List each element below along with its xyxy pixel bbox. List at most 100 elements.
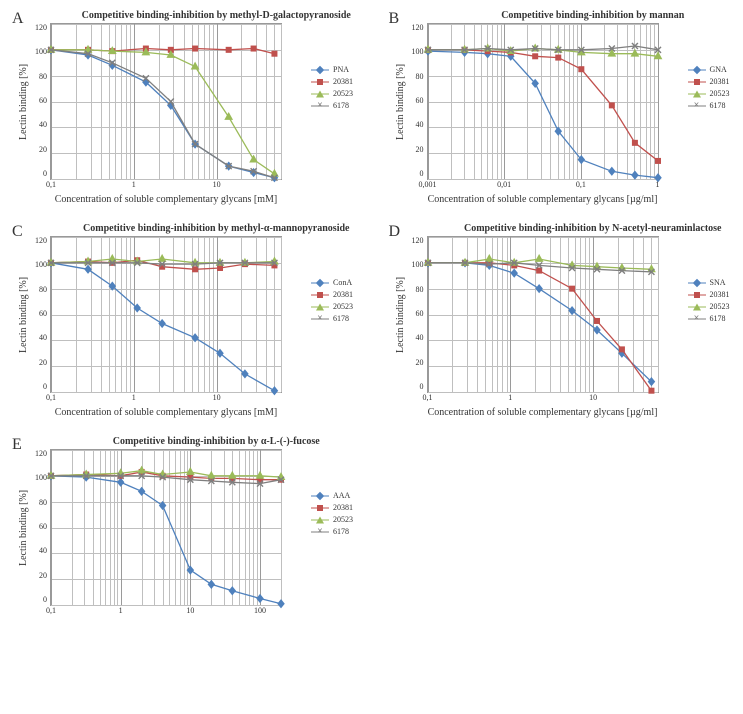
y-tick: 120 bbox=[406, 236, 424, 245]
y-tick: 60 bbox=[29, 96, 47, 105]
x-tick: 0,01 bbox=[497, 180, 511, 189]
x-tick: 1 bbox=[132, 180, 136, 189]
y-tick: 80 bbox=[406, 72, 424, 81]
x-ticks: 0,1110100 bbox=[51, 606, 281, 618]
legend-item: SNA bbox=[688, 277, 730, 289]
legend-item: GNA bbox=[688, 64, 730, 76]
y-tick: 0 bbox=[406, 169, 424, 178]
legend: SNA2038120523 × 6178 bbox=[688, 277, 730, 325]
legend-swatch bbox=[311, 66, 329, 74]
y-axis-label: Lectin binding [%] bbox=[393, 23, 406, 180]
legend-swatch bbox=[688, 279, 706, 287]
y-tick: 100 bbox=[29, 260, 47, 269]
legend: ConA2038120523×6178 bbox=[311, 277, 353, 325]
legend-label: GNA bbox=[710, 64, 727, 76]
legend: AAA2038120523×6178 bbox=[311, 490, 353, 538]
x-axis-label: Concentration of soluble complementary g… bbox=[428, 407, 658, 418]
y-tick: 80 bbox=[29, 72, 47, 81]
legend-item: ×6178 bbox=[688, 100, 730, 112]
legend-swatch: × bbox=[311, 102, 329, 110]
panel-a: ACompetitive binding-inhibition by methy… bbox=[10, 10, 377, 205]
legend: PNA2038120523×6178 bbox=[311, 64, 353, 112]
legend-item: 20381 bbox=[311, 289, 353, 301]
legend-swatch: × bbox=[311, 315, 329, 323]
y-tick: 0 bbox=[29, 382, 47, 391]
legend-label: 20381 bbox=[710, 289, 730, 301]
y-tick: 40 bbox=[29, 333, 47, 342]
y-tick: 40 bbox=[29, 546, 47, 555]
plot-area: AAA2038120523×6178 bbox=[50, 449, 282, 606]
y-tick: 120 bbox=[29, 236, 47, 245]
legend-label: PNA bbox=[333, 64, 349, 76]
x-tick: 1 bbox=[508, 393, 512, 402]
x-tick: 10 bbox=[186, 606, 194, 615]
x-tick: 10 bbox=[589, 393, 597, 402]
chart-title: Competitive binding-inhibition by α-L-(-… bbox=[56, 436, 377, 447]
y-tick: 60 bbox=[29, 309, 47, 318]
legend-item: × 6178 bbox=[688, 313, 730, 325]
x-tick: 10 bbox=[213, 393, 221, 402]
y-tick: 40 bbox=[406, 120, 424, 129]
panel-c: CCompetitive binding-inhibition by methy… bbox=[10, 223, 377, 418]
legend-label: 20381 bbox=[333, 289, 353, 301]
legend-label: 6178 bbox=[710, 313, 726, 325]
legend-swatch bbox=[311, 90, 329, 98]
y-tick: 80 bbox=[29, 498, 47, 507]
y-tick: 40 bbox=[29, 120, 47, 129]
x-tick: 0,1 bbox=[423, 393, 433, 402]
y-ticks: 120100806040200 bbox=[29, 449, 50, 604]
legend-swatch bbox=[688, 90, 706, 98]
y-ticks: 120100806040200 bbox=[406, 23, 427, 178]
y-ticks: 120100806040200 bbox=[29, 23, 50, 178]
y-axis-label: Lectin binding [%] bbox=[393, 236, 406, 393]
x-tick: 10 bbox=[213, 180, 221, 189]
series-layer bbox=[428, 237, 658, 392]
y-tick: 20 bbox=[29, 145, 47, 154]
y-tick: 0 bbox=[406, 382, 424, 391]
plot-area: ConA2038120523×6178 bbox=[50, 236, 282, 393]
legend-item: 20523 bbox=[688, 88, 730, 100]
legend-item: 20381 bbox=[311, 502, 353, 514]
y-tick: 40 bbox=[406, 333, 424, 342]
x-tick: 1 bbox=[132, 393, 136, 402]
y-ticks: 120100806040200 bbox=[29, 236, 50, 391]
y-tick: 120 bbox=[406, 23, 424, 32]
plot-area: GNA2038120523×6178 bbox=[427, 23, 659, 180]
legend-swatch bbox=[311, 516, 329, 524]
x-tick: 0,001 bbox=[419, 180, 437, 189]
chart-title: Competitive binding-inhibition by N-acet… bbox=[433, 223, 743, 234]
x-tick: 1 bbox=[656, 180, 660, 189]
y-tick: 60 bbox=[29, 522, 47, 531]
legend-label: 20523 bbox=[710, 301, 730, 313]
legend-swatch bbox=[311, 78, 329, 86]
x-ticks: 0,0010,010,11 bbox=[428, 180, 658, 192]
y-tick: 100 bbox=[406, 47, 424, 56]
x-tick: 0,1 bbox=[46, 393, 56, 402]
plot-area: SNA2038120523×6178 bbox=[427, 236, 659, 393]
legend-label: 20381 bbox=[333, 76, 353, 88]
legend-label: SNA bbox=[710, 277, 726, 289]
legend-item: ×6178 bbox=[311, 526, 353, 538]
series-layer bbox=[428, 24, 658, 179]
legend-swatch bbox=[688, 78, 706, 86]
x-axis-label: Concentration of soluble complementary g… bbox=[428, 194, 658, 205]
x-tick: 1 bbox=[119, 606, 123, 615]
panel-b: BCompetitive binding-inhibition by manna… bbox=[387, 10, 743, 205]
legend-swatch bbox=[688, 66, 706, 74]
legend-item: 20523 bbox=[311, 301, 353, 313]
legend-swatch: × bbox=[688, 315, 706, 323]
y-axis-label: Lectin binding [%] bbox=[16, 449, 29, 606]
legend-item: ConA bbox=[311, 277, 353, 289]
panel-e: ECompetitive binding-inhibition by α-L-(… bbox=[10, 436, 377, 618]
legend-label: AAA bbox=[333, 490, 350, 502]
legend-swatch: × bbox=[311, 528, 329, 536]
legend-label: 20381 bbox=[710, 76, 730, 88]
legend-item: ×6178 bbox=[311, 313, 353, 325]
x-ticks: 0,1110 bbox=[51, 180, 281, 192]
legend-label: 6178 bbox=[333, 100, 349, 112]
legend-label: 20523 bbox=[333, 514, 353, 526]
legend: GNA2038120523×6178 bbox=[688, 64, 730, 112]
legend-label: 6178 bbox=[710, 100, 726, 112]
x-axis-label: Concentration of soluble complementary g… bbox=[51, 407, 281, 418]
y-tick: 20 bbox=[29, 571, 47, 580]
